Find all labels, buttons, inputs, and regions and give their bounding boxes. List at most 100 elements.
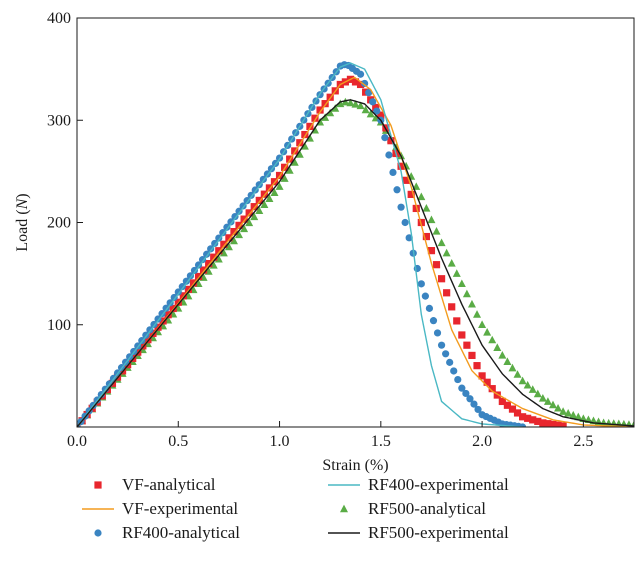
rf400-analytical-point (393, 186, 401, 194)
vf-analytical-point (427, 247, 436, 255)
rf500-analytical-point (224, 242, 233, 251)
rf400-experimental-series (77, 62, 523, 427)
rf500-analytical-point (493, 343, 502, 351)
rf400-analytical-point (182, 277, 190, 285)
rf400-analytical-point (373, 107, 381, 115)
x-tick-label: 1.0 (270, 433, 290, 450)
vf-analytical-point (311, 114, 319, 122)
vf-analytical-point (301, 130, 309, 139)
rf500-analytical-point (569, 410, 578, 419)
vf-analytical-point (184, 285, 192, 293)
vf-analytical-point (255, 196, 263, 205)
rf500-analytical-point (351, 100, 360, 108)
vf-analytical-point (210, 253, 218, 261)
rf500-analytical-point (341, 97, 350, 106)
y-axis-title-prefix: Load ( (14, 209, 31, 251)
rf400-analytical-point (227, 218, 235, 226)
legend-swatch (94, 481, 102, 489)
rf400-analytical-point (454, 375, 462, 384)
rf500-analytical-point (513, 370, 522, 378)
rf500-analytical-point (528, 385, 537, 393)
vf-analytical-point (503, 401, 512, 409)
rf500-analytical-point (488, 335, 497, 344)
vf-analytical-point (463, 341, 471, 349)
rf500-analytical-point (417, 192, 426, 201)
x-axis-title: Strain (%) (322, 457, 388, 474)
rf400-analytical-point (381, 134, 389, 142)
legend-item-vf-experimental: VF-experimental (82, 499, 238, 518)
vf-experimental-series (77, 76, 634, 427)
rf500-analytical-point (245, 218, 254, 227)
x-axis-ticks: 0.0 0.5 1.0 1.5 2.0 2.5 (67, 421, 593, 450)
vf-analytical-point (387, 137, 395, 145)
vf-analytical-point (225, 234, 233, 242)
rf400-analytical-point (429, 317, 438, 325)
rf400-analytical-point (198, 256, 207, 264)
vf-analytical-point (205, 260, 213, 268)
vf-analytical-point (230, 228, 238, 236)
rf500-analytical-point (250, 212, 259, 221)
vf-analytical-point (321, 100, 329, 108)
vf-analytical-point (468, 351, 476, 360)
rf500-analytical-point (326, 108, 335, 117)
rf400-analytical-point (446, 358, 454, 366)
vf-analytical-point (265, 184, 274, 192)
vf-analytical-point (519, 413, 527, 421)
rf500-analytical-point (523, 380, 532, 389)
rf500-analytical-point (437, 238, 446, 247)
legend-label: RF500-experimental (368, 523, 509, 542)
legend-label: RF500-analytical (368, 499, 486, 518)
rf500-analytical-point (285, 166, 294, 174)
rf400-analytical-point (466, 395, 474, 403)
rf500-analytical-point (447, 259, 456, 267)
vf-analytical-point (443, 289, 451, 297)
rf500-analytical-point (240, 224, 249, 233)
x-tick-label: 1.5 (371, 433, 391, 450)
rf400-analytical-point (470, 400, 478, 408)
rf400-analytical-point (389, 168, 397, 176)
vf-analytical-point (448, 303, 456, 311)
rf400-analytical-point (421, 292, 429, 300)
legend-label: VF-experimental (122, 499, 238, 518)
rf400-analytical-point (401, 218, 409, 227)
vf-analytical-point (306, 122, 314, 130)
rf500-analytical-point (300, 142, 309, 150)
rf400-analytical-point (356, 70, 365, 78)
vf-analytical-point (215, 247, 223, 255)
vf-analytical-point (422, 232, 430, 241)
x-tick-label: 0.5 (168, 433, 188, 450)
rf400-analytical-point (166, 299, 174, 307)
rf500-analytical-point (356, 101, 365, 110)
x-tick-label: 0.0 (67, 433, 87, 450)
rf500-analytical-point (533, 389, 542, 398)
vf-analytical-point (432, 261, 441, 269)
vf-analytical-point (554, 421, 562, 427)
vf-analytical-point (189, 279, 198, 287)
rf400-analytical-point (437, 341, 446, 349)
rf400-analytical-point (519, 423, 527, 427)
rf500-analytical-point (564, 409, 573, 417)
rf500-analytical-point (265, 194, 274, 202)
y-tick-label: 300 (47, 112, 71, 129)
rf400-analytical-point (474, 405, 482, 414)
legend-item-rf500-analytical: RF500-analytical (340, 499, 486, 518)
rf500-analytical-point (366, 109, 375, 118)
rf400-analytical-point (211, 239, 219, 248)
x-tick-label: 2.5 (573, 433, 593, 450)
rf400-analytical-point (170, 293, 178, 302)
vf-analytical-point (559, 422, 567, 427)
rf500-analytical-point (295, 150, 304, 158)
rf400-analytical-point (174, 288, 182, 296)
vf-analytical-point (498, 397, 506, 406)
rf500-analytical-point (235, 230, 244, 239)
vf-analytical-series (77, 75, 567, 427)
vf-analytical-point (220, 240, 228, 248)
vf-analytical-point (549, 420, 557, 427)
rf400-analytical-point (231, 212, 239, 221)
rf400-analytical-point (462, 389, 470, 398)
vf-analytical-point (453, 317, 461, 325)
y-axis-title-unit: N (14, 197, 31, 210)
vf-analytical-point (534, 417, 542, 425)
rf400-analytical-point (194, 261, 203, 269)
rf500-analytical-point (498, 351, 507, 359)
